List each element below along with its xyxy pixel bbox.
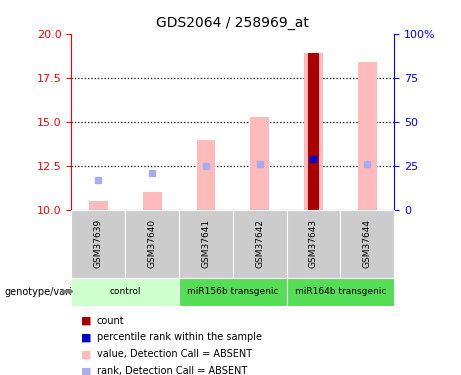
Bar bbox=[89, 201, 108, 210]
Text: value, Detection Call = ABSENT: value, Detection Call = ABSENT bbox=[97, 350, 252, 359]
Text: ■: ■ bbox=[81, 350, 91, 359]
Text: miR156b transgenic: miR156b transgenic bbox=[187, 287, 278, 296]
Text: GSM37644: GSM37644 bbox=[363, 219, 372, 268]
Text: ■: ■ bbox=[81, 316, 91, 326]
Title: GDS2064 / 258969_at: GDS2064 / 258969_at bbox=[156, 16, 309, 30]
Text: GSM37643: GSM37643 bbox=[309, 219, 318, 268]
Text: percentile rank within the sample: percentile rank within the sample bbox=[97, 333, 262, 342]
Text: GSM37640: GSM37640 bbox=[148, 219, 157, 268]
Bar bbox=[250, 117, 269, 210]
Bar bbox=[304, 53, 323, 210]
Text: genotype/variation: genotype/variation bbox=[5, 286, 97, 297]
Bar bbox=[358, 62, 377, 210]
Bar bbox=[196, 140, 215, 210]
Text: control: control bbox=[110, 287, 141, 296]
Bar bbox=[308, 53, 319, 210]
Text: ■: ■ bbox=[81, 333, 91, 342]
Text: GSM37642: GSM37642 bbox=[255, 219, 264, 268]
Text: miR164b transgenic: miR164b transgenic bbox=[295, 287, 386, 296]
Bar bbox=[143, 192, 161, 210]
Text: ■: ■ bbox=[81, 366, 91, 375]
Text: rank, Detection Call = ABSENT: rank, Detection Call = ABSENT bbox=[97, 366, 247, 375]
Text: GSM37639: GSM37639 bbox=[94, 219, 103, 268]
Text: count: count bbox=[97, 316, 124, 326]
Text: GSM37641: GSM37641 bbox=[201, 219, 210, 268]
